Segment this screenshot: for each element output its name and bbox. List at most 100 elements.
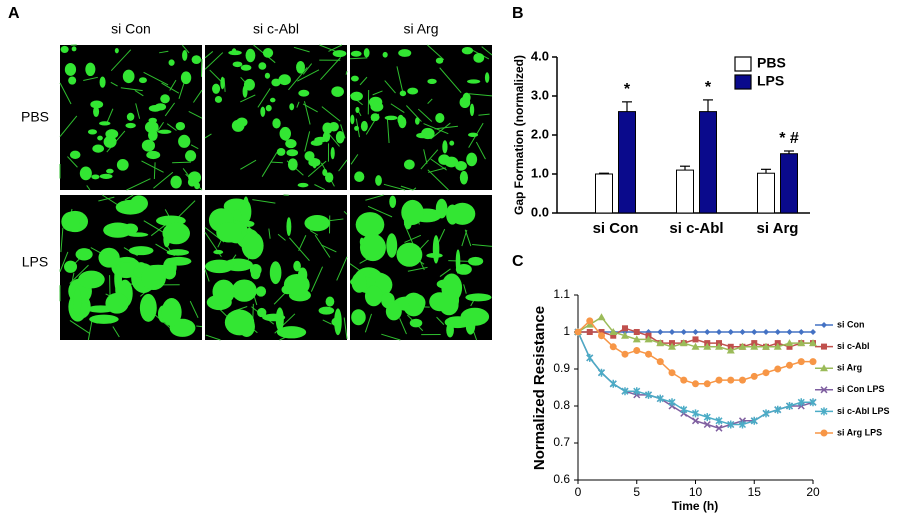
cell-process	[240, 159, 257, 170]
cell	[421, 127, 435, 140]
cell-process	[67, 156, 78, 168]
cell	[130, 195, 148, 212]
cell-process	[188, 110, 203, 119]
cell-process	[309, 230, 319, 236]
marker	[633, 329, 640, 335]
cell-process	[268, 228, 271, 239]
cell	[435, 113, 445, 123]
x-tick-label: 20	[806, 485, 820, 499]
error-bar	[622, 101, 632, 112]
cell-process	[314, 234, 331, 258]
marker	[738, 420, 747, 429]
cell-process	[60, 227, 64, 253]
cell	[97, 135, 103, 141]
marker	[809, 339, 817, 347]
cell-process	[289, 237, 310, 262]
cell	[468, 132, 479, 138]
marker	[633, 387, 641, 396]
marker	[610, 332, 617, 339]
cell	[220, 76, 225, 90]
cell	[276, 326, 307, 339]
cell	[375, 175, 382, 186]
marker	[609, 379, 617, 388]
marker	[774, 405, 782, 414]
cell	[331, 317, 342, 327]
marker	[656, 358, 664, 366]
cell	[415, 117, 420, 125]
y-tick-label: 1	[563, 324, 570, 338]
cell	[396, 242, 423, 267]
significance-label: * #	[779, 130, 799, 147]
marker	[774, 329, 781, 335]
cell-process	[302, 63, 313, 75]
marker	[809, 358, 817, 366]
cell-process	[407, 266, 428, 272]
cell-process	[475, 141, 486, 160]
cell	[384, 115, 398, 121]
y-tick-label: 0.7	[553, 435, 570, 449]
cell	[144, 121, 159, 134]
cell	[63, 260, 78, 273]
x-tick-label: 5	[633, 485, 640, 499]
cell	[114, 48, 119, 54]
cell	[212, 83, 221, 94]
cell-process	[261, 152, 278, 177]
cell-process	[293, 46, 310, 53]
marker	[680, 405, 688, 414]
cell-process	[182, 168, 190, 178]
x-tick-label: si Arg	[757, 220, 799, 237]
cell-process	[240, 94, 256, 103]
cell	[166, 249, 190, 256]
cell-process	[381, 333, 401, 341]
cell-process	[439, 268, 451, 277]
legend-label: si Con	[837, 319, 865, 329]
cell	[385, 302, 402, 321]
cell	[170, 175, 182, 189]
cell-process	[141, 160, 164, 173]
marker	[621, 331, 629, 339]
cell	[460, 307, 490, 326]
cell	[435, 57, 444, 64]
cell	[157, 129, 172, 134]
cell	[92, 144, 105, 153]
cell	[370, 113, 380, 122]
y-tick-label: 1.1	[553, 287, 570, 301]
significance-label: *	[624, 81, 631, 98]
cell	[426, 253, 443, 258]
cell-process	[427, 169, 449, 191]
y-tick-label: 0.9	[553, 361, 570, 375]
cell	[242, 85, 248, 98]
marker	[751, 329, 758, 335]
x-axis-label: Time (h)	[672, 499, 718, 513]
legend-label: si c-Abl	[837, 341, 870, 351]
marker	[669, 329, 675, 335]
marker	[656, 394, 664, 403]
x-tick-label: si c-Abl	[669, 220, 723, 237]
cell	[441, 273, 463, 302]
cell	[276, 148, 286, 156]
cell	[89, 314, 119, 324]
cell-process	[343, 317, 348, 339]
marker	[716, 329, 722, 335]
cell-process	[310, 266, 324, 292]
cell	[258, 62, 267, 70]
cell	[298, 89, 310, 97]
marker	[773, 342, 782, 350]
marker	[727, 420, 735, 429]
cell	[187, 177, 197, 187]
cell	[231, 279, 257, 302]
marker	[821, 343, 827, 350]
cell	[286, 149, 299, 157]
cell	[449, 140, 455, 146]
cell	[330, 147, 335, 160]
x-tick-label: si Con	[593, 220, 639, 237]
cell	[354, 125, 359, 131]
cell	[325, 172, 334, 183]
marker	[715, 424, 723, 432]
marker	[692, 329, 699, 335]
marker	[645, 350, 652, 358]
marker	[574, 328, 582, 336]
legend-label: LPS	[757, 73, 784, 89]
marker	[785, 402, 794, 410]
